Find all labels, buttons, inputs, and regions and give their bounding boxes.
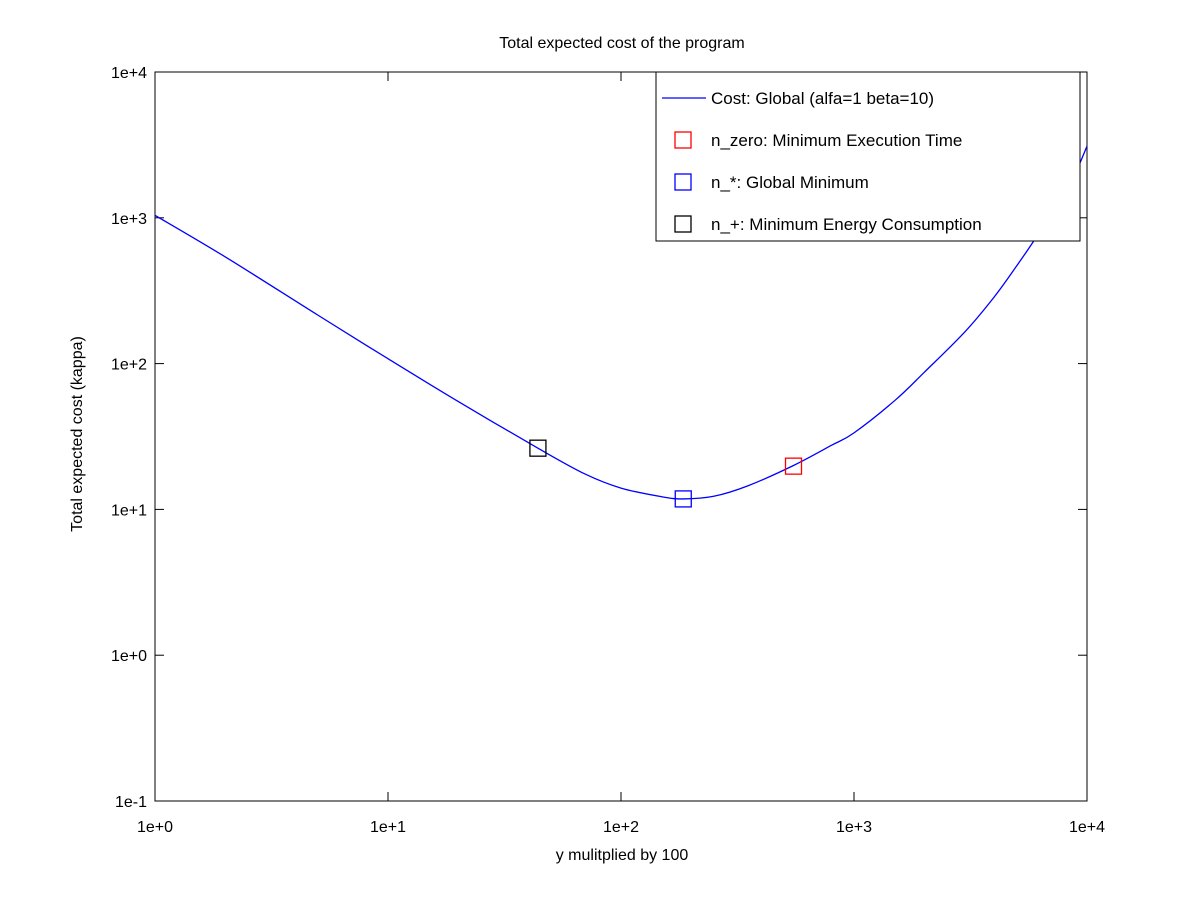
y-tick-label: 1e+3 <box>111 211 147 228</box>
x-tick-label: 1e+3 <box>836 819 872 836</box>
x-tick-label: 1e+0 <box>137 819 173 836</box>
legend-label: n_+: Minimum Energy Consumption <box>711 215 982 234</box>
legend-marker-swatch <box>674 131 692 149</box>
data-point-marker <box>674 490 692 508</box>
x-axis-title: y mulitplied by 100 <box>556 847 689 864</box>
legend-box <box>655 71 1081 242</box>
x-tick-label: 1e+4 <box>1069 819 1105 836</box>
legend: Cost: Global (alfa=1 beta=10) n_zero: Min… <box>655 71 1081 242</box>
y-tick-label: 1e+0 <box>111 648 147 665</box>
x-tick-label: 1e+1 <box>370 819 406 836</box>
legend-label: n_zero: Minimum Execution Time <box>711 131 962 150</box>
legend-marker-swatch <box>674 215 692 233</box>
y-tick-label: 1e+1 <box>111 502 147 519</box>
legend-marker-swatch <box>674 173 692 191</box>
chart-title: Total expected cost of the program <box>499 35 744 52</box>
legend-label: Cost: Global (alfa=1 beta=10) <box>711 89 934 108</box>
y-tick-label: 1e+4 <box>111 65 147 82</box>
y-tick-label: 1e-1 <box>115 794 147 811</box>
data-point-marker <box>529 439 547 457</box>
x-axis: 1e+0 1e+1 1e+2 1e+3 1e+4 <box>137 72 1105 836</box>
x-tick-label: 1e+2 <box>603 819 639 836</box>
y-axis: 1e-1 1e+0 1e+1 1e+2 1e+3 1e+4 <box>111 65 1087 811</box>
y-axis-title: Total expected cost (kappa) <box>69 336 86 532</box>
data-point-marker <box>784 457 803 475</box>
legend-label: n_*: Global Minimum <box>711 173 869 192</box>
y-tick-label: 1e+2 <box>111 357 147 374</box>
